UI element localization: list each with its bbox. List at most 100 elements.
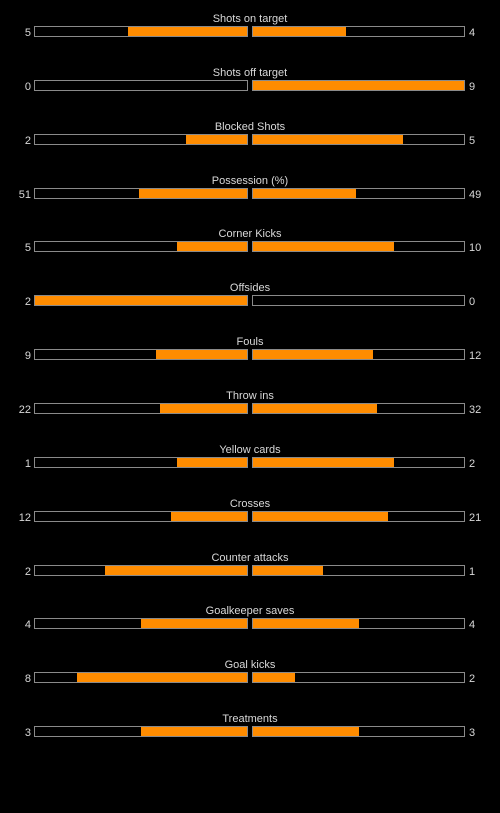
stat-row: Yellow cards 1 2	[0, 443, 500, 483]
away-bar-fill	[253, 135, 403, 144]
home-value: 2	[24, 135, 31, 147]
away-value: 5	[469, 135, 476, 147]
stat-row: Possession (%) 51 49	[0, 174, 500, 214]
home-value: 9	[24, 350, 31, 362]
away-bar-fill	[253, 727, 359, 736]
away-bar	[252, 565, 465, 576]
away-value: 32	[469, 404, 482, 416]
stat-label: Crosses	[229, 498, 271, 510]
home-bar-fill	[141, 619, 247, 628]
stat-label: Shots on target	[212, 13, 288, 25]
stat-row: Throw ins 22 32	[0, 389, 500, 429]
away-bar-fill	[253, 242, 395, 251]
away-bar	[252, 349, 465, 360]
home-bar	[34, 241, 248, 252]
away-bar	[252, 80, 465, 91]
home-bar	[34, 511, 248, 522]
home-value: 51	[18, 189, 31, 201]
away-value: 2	[469, 673, 476, 685]
away-value: 3	[469, 727, 476, 739]
away-bar-fill	[253, 404, 378, 413]
away-bar-fill	[253, 512, 389, 521]
home-value: 22	[18, 404, 31, 416]
home-bar	[34, 295, 248, 306]
away-bar-fill	[253, 27, 346, 36]
away-value: 9	[469, 81, 476, 93]
home-value: 2	[24, 566, 31, 578]
away-value: 4	[469, 27, 476, 39]
stat-row: Counter attacks 2 1	[0, 551, 500, 591]
home-bar	[34, 565, 248, 576]
away-bar	[252, 134, 465, 145]
stat-label: Possession (%)	[211, 175, 289, 187]
away-bar	[252, 295, 465, 306]
away-bar	[252, 726, 465, 737]
away-bar	[252, 241, 465, 252]
away-bar-fill	[253, 189, 357, 198]
stat-row: Crosses 12 21	[0, 497, 500, 537]
stat-label: Treatments	[222, 713, 278, 725]
away-value: 2	[469, 458, 476, 470]
stat-row: Treatments 3 3	[0, 712, 500, 752]
stat-row: Goal kicks 8 2	[0, 658, 500, 698]
home-value: 5	[24, 242, 31, 254]
away-value: 0	[469, 296, 476, 308]
stat-label: Throw ins	[226, 390, 274, 402]
away-bar-fill	[253, 619, 359, 628]
away-bar	[252, 457, 465, 468]
stat-label: Blocked Shots	[214, 121, 286, 133]
home-bar	[34, 672, 248, 683]
away-bar-fill	[253, 566, 323, 575]
away-value: 21	[469, 512, 482, 524]
home-bar	[34, 349, 248, 360]
stat-row: Goalkeeper saves 4 4	[0, 604, 500, 644]
home-bar	[34, 403, 248, 414]
home-value: 2	[24, 296, 31, 308]
stat-label: Yellow cards	[219, 444, 281, 456]
away-bar-fill	[253, 81, 464, 90]
home-bar-fill	[185, 135, 247, 144]
home-value: 5	[24, 27, 31, 39]
stat-row: Corner Kicks 5 10	[0, 227, 500, 267]
away-value: 4	[469, 619, 476, 631]
stat-row: Blocked Shots 2 5	[0, 120, 500, 160]
home-bar-fill	[155, 350, 247, 359]
home-bar-fill	[170, 512, 247, 521]
stat-label: Goal kicks	[224, 659, 276, 671]
home-bar	[34, 80, 248, 91]
home-value: 8	[24, 673, 31, 685]
stat-label: Goalkeeper saves	[205, 605, 295, 617]
away-bar-fill	[253, 458, 395, 467]
away-bar-fill	[253, 673, 296, 682]
stat-row: Shots on target 5 4	[0, 12, 500, 52]
home-bar-fill	[160, 404, 247, 413]
home-bar	[34, 134, 248, 145]
stat-label: Corner Kicks	[218, 228, 282, 240]
away-value: 1	[469, 566, 476, 578]
stat-label: Fouls	[236, 336, 264, 348]
stat-label: Offsides	[229, 282, 271, 294]
stat-row: Offsides 2 0	[0, 281, 500, 321]
stat-label: Shots off target	[212, 67, 288, 79]
away-bar-fill	[253, 350, 374, 359]
home-bar-fill	[35, 296, 247, 305]
home-value: 1	[24, 458, 31, 470]
away-value: 10	[469, 242, 482, 254]
home-bar-fill	[128, 27, 247, 36]
away-value: 49	[469, 189, 482, 201]
home-bar-fill	[104, 566, 247, 575]
away-bar	[252, 403, 465, 414]
home-value: 0	[24, 81, 31, 93]
away-bar	[252, 672, 465, 683]
home-value: 3	[24, 727, 31, 739]
home-bar	[34, 26, 248, 37]
home-bar	[34, 457, 248, 468]
away-bar	[252, 511, 465, 522]
home-value: 12	[18, 512, 31, 524]
stat-row: Shots off target 0 9	[0, 66, 500, 106]
home-bar	[34, 618, 248, 629]
away-bar	[252, 188, 465, 199]
home-bar-fill	[77, 673, 247, 682]
home-bar-fill	[177, 242, 247, 251]
home-bar-fill	[177, 458, 247, 467]
